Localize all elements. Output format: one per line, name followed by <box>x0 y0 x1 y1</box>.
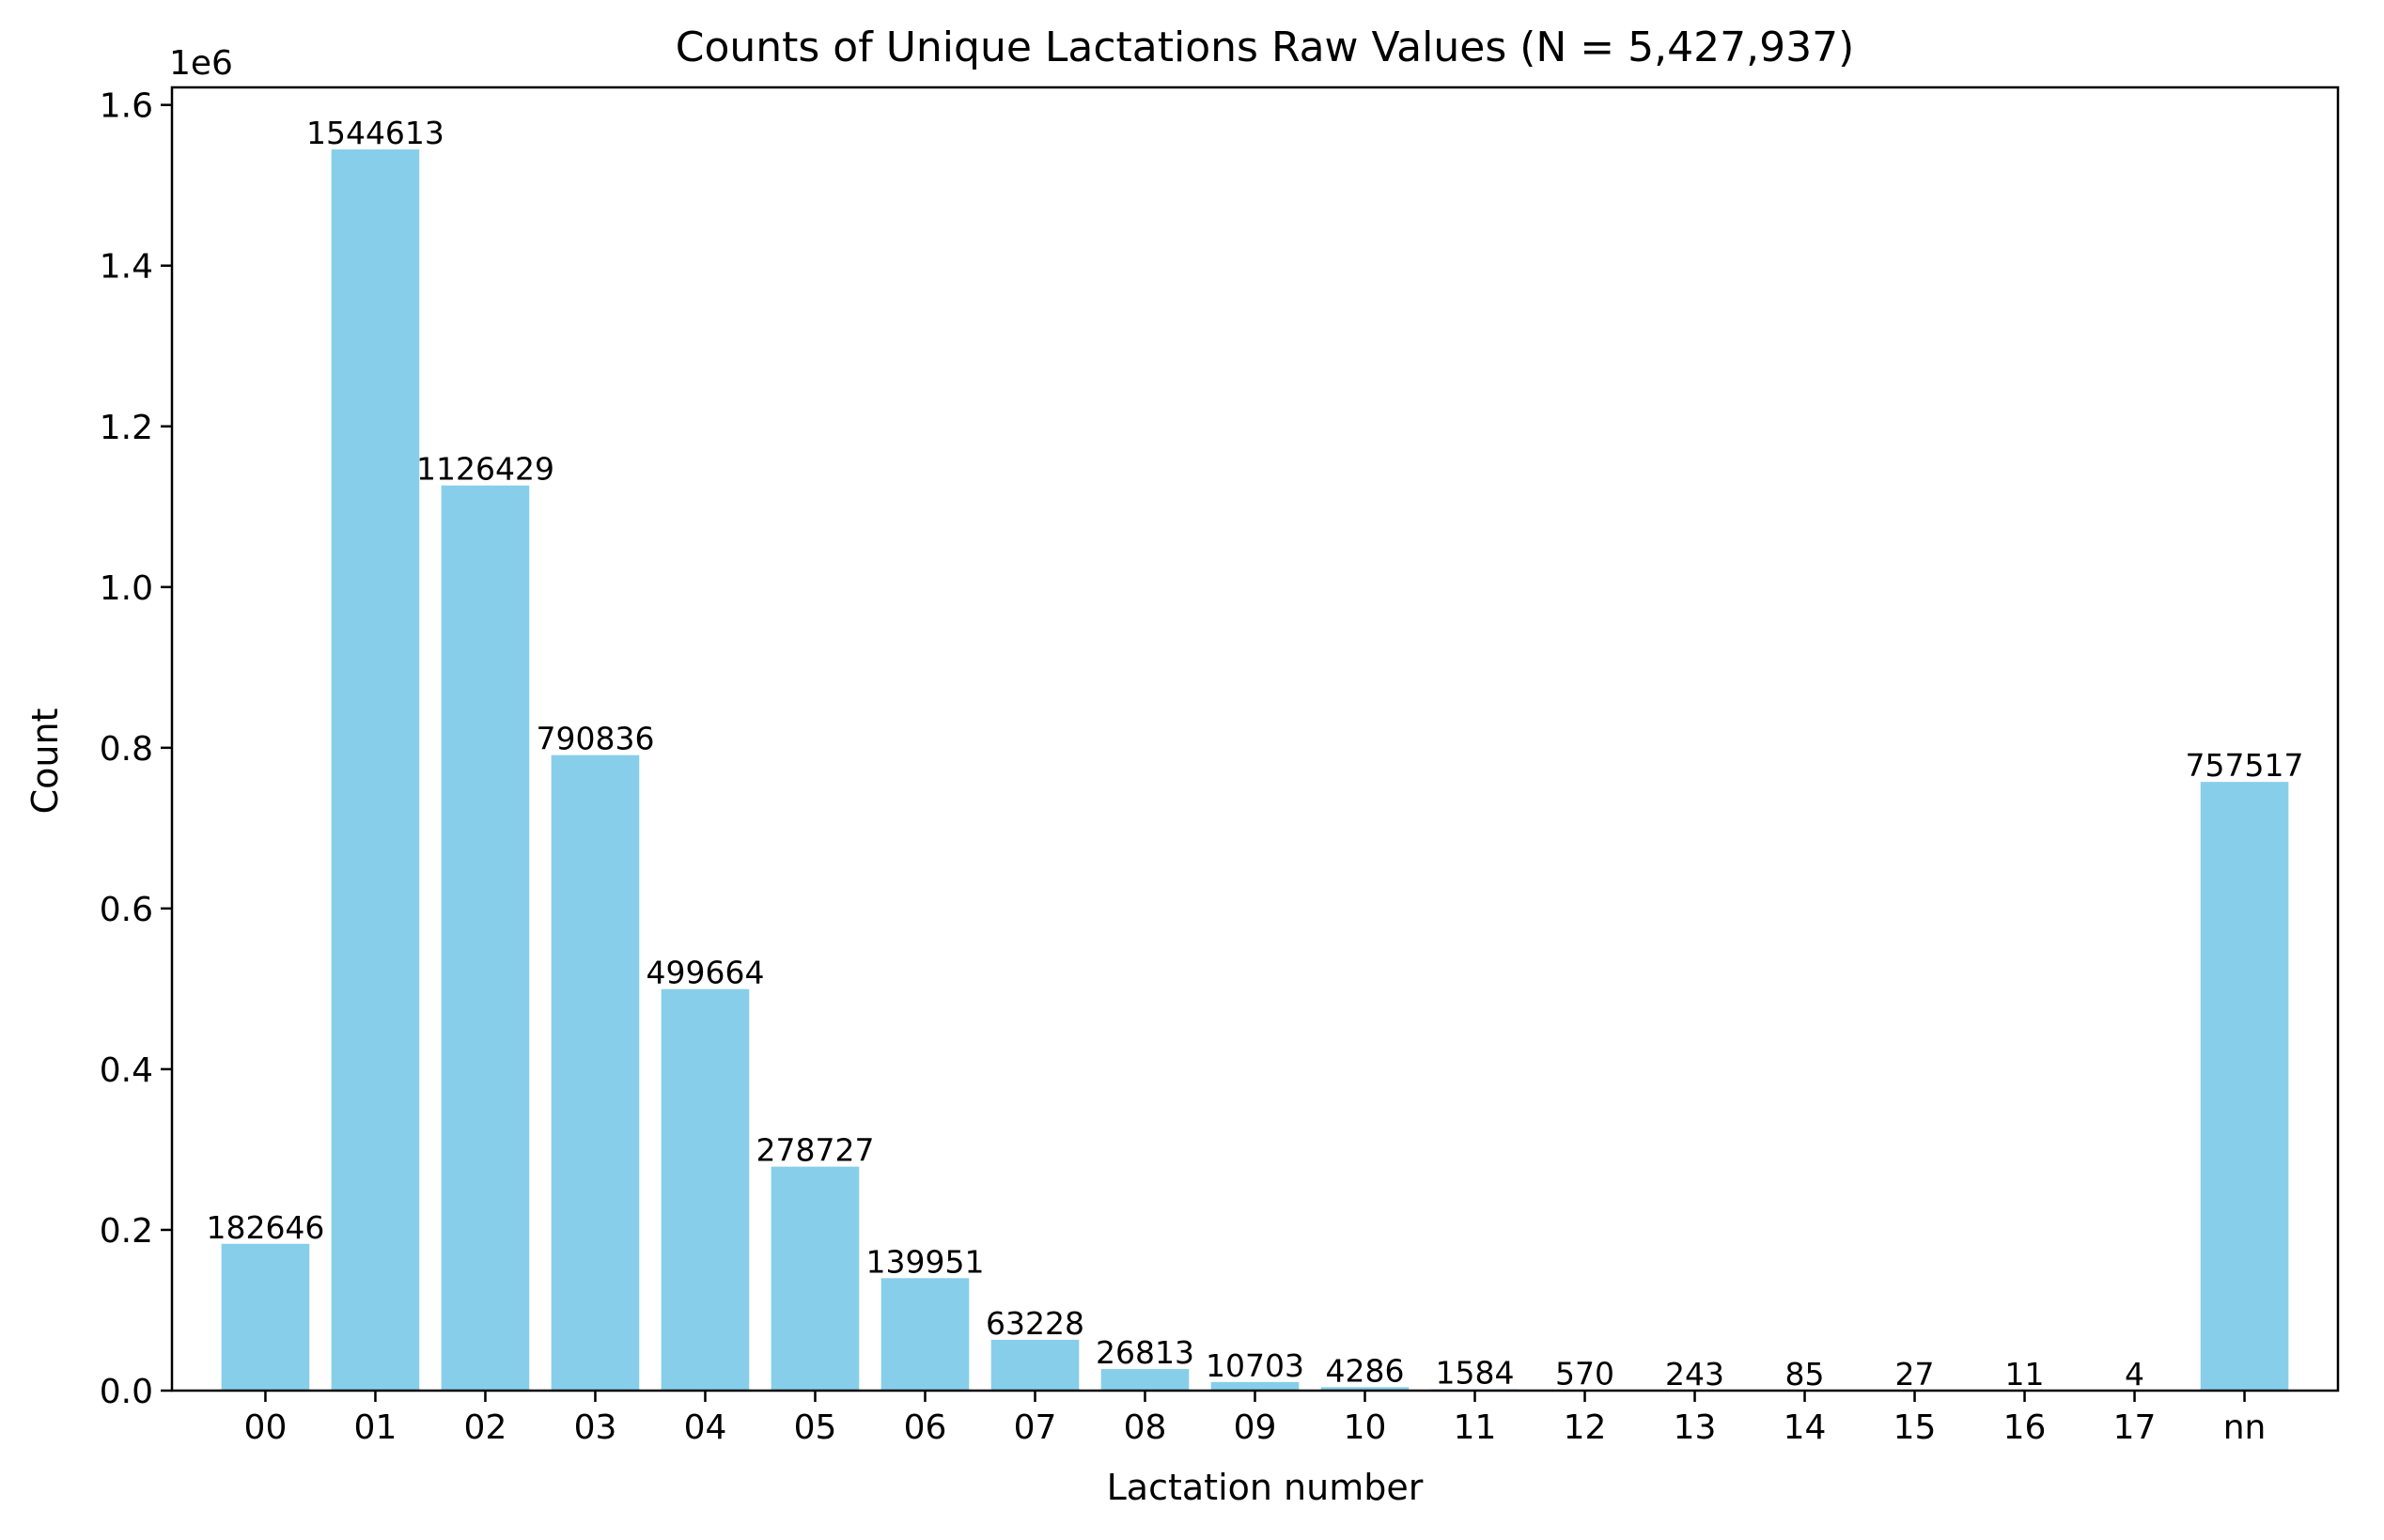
data-label-06: 139951 <box>865 1243 984 1280</box>
y-axis-label: Count <box>24 708 66 815</box>
y-tick-label-0: 0.0 <box>100 1373 153 1411</box>
x-tick-label-10: 10 <box>1344 1408 1387 1447</box>
data-label-17: 4 <box>2125 1356 2144 1392</box>
y-tick-label-6: 1.2 <box>100 409 153 447</box>
chart-title: Counts of Unique Lactations Raw Values (… <box>676 23 1855 71</box>
data-label-01: 1544613 <box>306 115 444 151</box>
bar-00 <box>222 1244 310 1391</box>
bar-04 <box>662 989 750 1391</box>
data-label-nn: 757517 <box>2186 747 2304 784</box>
x-tick-label-01: 01 <box>354 1408 397 1447</box>
x-tick-label-02: 02 <box>464 1408 507 1447</box>
data-label-08: 26813 <box>1096 1334 1194 1371</box>
data-label-11: 1584 <box>1436 1355 1515 1392</box>
bar-06 <box>881 1278 970 1391</box>
x-tick-label-08: 08 <box>1124 1408 1167 1447</box>
y-axis-offset-label: 1e6 <box>169 44 233 83</box>
data-label-13: 243 <box>1665 1356 1724 1392</box>
bar-08 <box>1101 1369 1190 1391</box>
data-label-10: 4286 <box>1326 1352 1405 1389</box>
data-label-09: 10703 <box>1206 1347 1304 1384</box>
data-label-14: 85 <box>1785 1356 1825 1392</box>
x-tick-label-14: 14 <box>1784 1408 1827 1447</box>
x-tick-label-12: 12 <box>1564 1408 1607 1447</box>
y-tick-label-3: 0.6 <box>100 891 153 929</box>
data-label-05: 278727 <box>756 1132 874 1169</box>
bar-03 <box>552 755 640 1391</box>
data-label-07: 63228 <box>986 1305 1084 1342</box>
data-label-16: 11 <box>2005 1356 2045 1392</box>
x-axis-label: Lactation number <box>1107 1467 1424 1508</box>
data-label-04: 499664 <box>646 955 764 991</box>
x-tick-label-04: 04 <box>684 1408 727 1447</box>
bar-01 <box>332 149 420 1391</box>
x-tick-label-17: 17 <box>2113 1408 2157 1447</box>
data-label-12: 570 <box>1555 1356 1614 1392</box>
bar-02 <box>442 486 530 1391</box>
bar-nn <box>2201 782 2289 1391</box>
bar-05 <box>771 1167 860 1391</box>
x-tick-label-03: 03 <box>574 1408 617 1447</box>
data-label-00: 182646 <box>206 1209 324 1246</box>
y-tick-label-7: 1.4 <box>100 248 153 287</box>
y-tick-label-4: 0.8 <box>100 730 153 769</box>
x-tick-label-nn: nn <box>2223 1408 2267 1447</box>
y-tick-label-5: 1.0 <box>100 569 153 608</box>
bar-07 <box>991 1340 1080 1391</box>
data-label-02: 1126429 <box>416 451 554 488</box>
x-tick-label-09: 09 <box>1234 1408 1277 1447</box>
y-tick-label-8: 1.6 <box>100 87 153 126</box>
y-tick-label-1: 0.2 <box>100 1212 153 1251</box>
x-tick-label-07: 07 <box>1014 1408 1057 1447</box>
x-tick-label-15: 15 <box>1893 1408 1937 1447</box>
x-tick-label-11: 11 <box>1454 1408 1497 1447</box>
y-tick-label-2: 0.4 <box>100 1051 153 1090</box>
x-tick-label-06: 06 <box>904 1408 947 1447</box>
x-tick-label-13: 13 <box>1674 1408 1717 1447</box>
x-tick-label-05: 05 <box>794 1408 837 1447</box>
data-label-15: 27 <box>1895 1356 1935 1392</box>
data-label-03: 790836 <box>536 721 654 757</box>
x-tick-label-16: 16 <box>2003 1408 2047 1447</box>
x-tick-label-00: 00 <box>244 1408 288 1447</box>
